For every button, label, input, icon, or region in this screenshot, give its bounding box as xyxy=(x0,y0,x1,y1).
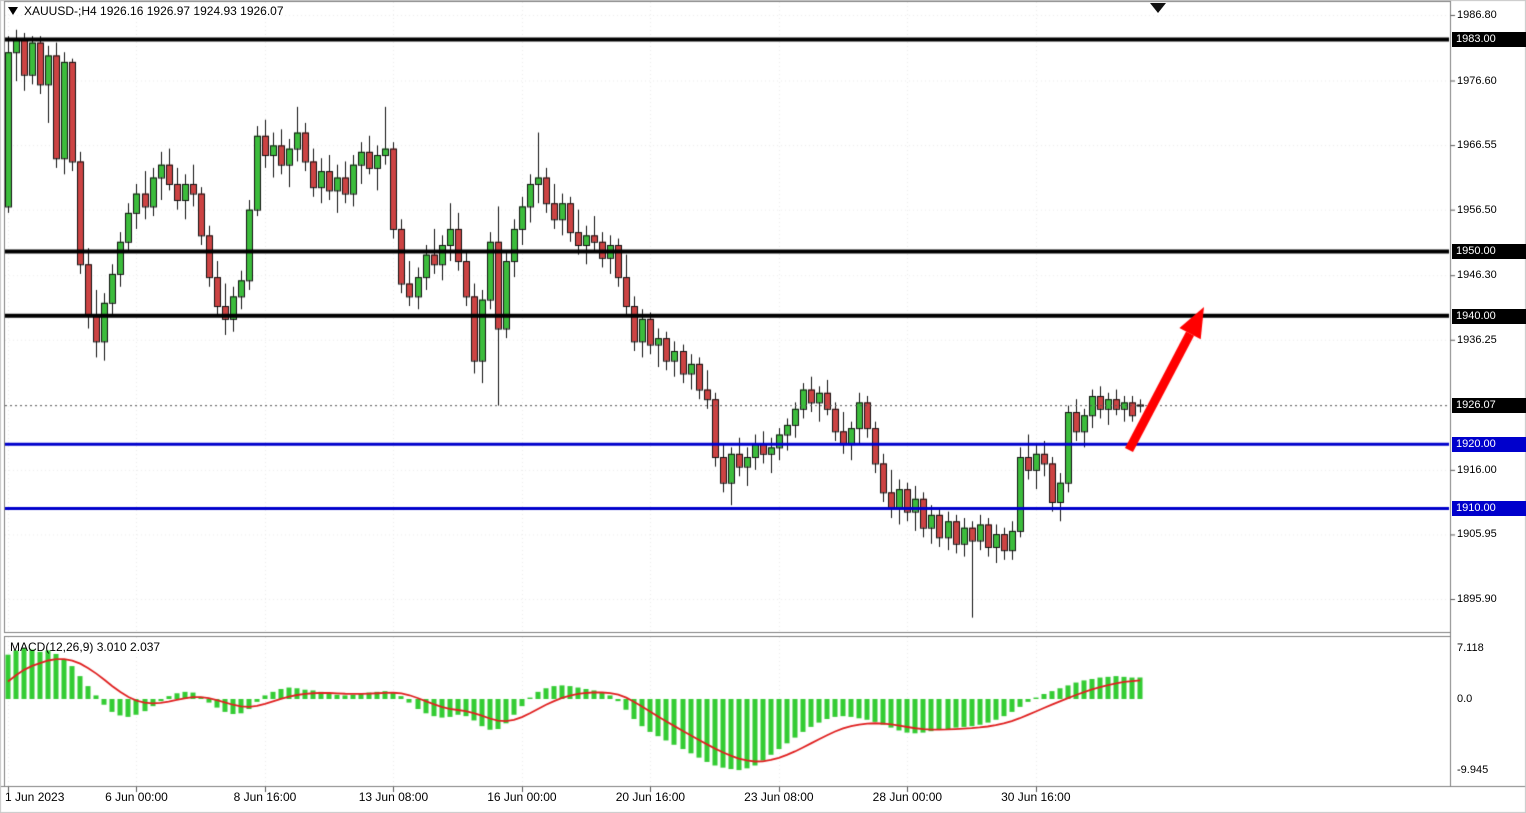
time-scale-label: 8 Jun 16:00 xyxy=(233,790,297,804)
macd-scale-tick: -9.945 xyxy=(1457,764,1489,777)
time-scale-label: 1 Jun 2023 xyxy=(5,790,65,804)
price-scale[interactable]: 1986.80 1983.00 1976.60 1966.55 1956.50 1950.… xyxy=(1451,0,1526,786)
chart-title: XAUUSD-;H4 1926.16 1926.97 1924.93 1926.… xyxy=(24,4,284,18)
time-scale-label: 20 Jun 16:00 xyxy=(615,790,686,804)
price-scale-tick: 1986.80 xyxy=(1457,8,1497,21)
time-scale-label: 30 Jun 16:00 xyxy=(1001,790,1071,804)
price-scale-tick: 1916.00 xyxy=(1457,463,1497,476)
symbol-marker-icon xyxy=(8,7,18,15)
price-scale-tick: 1956.50 xyxy=(1457,203,1497,216)
price-scale-badge: 1950.00 xyxy=(1452,244,1526,260)
price-scale-badge: 1983.00 xyxy=(1452,32,1526,48)
price-scale-tick: 1976.60 xyxy=(1457,74,1497,87)
price-scale-tick: 1895.90 xyxy=(1457,593,1497,605)
price-scale-badge: 1926.07 xyxy=(1452,398,1526,414)
price-scale-tick: 1946.30 xyxy=(1457,269,1497,282)
macd-scale-tick: 7.118 xyxy=(1457,642,1484,655)
price-scale-badge: 1940.00 xyxy=(1452,308,1526,324)
time-scale-label: 13 Jun 08:00 xyxy=(358,790,429,804)
time-scale-label: 6 Jun 00:00 xyxy=(105,790,168,804)
time-scale-label: 28 Jun 00:00 xyxy=(872,790,943,804)
price-scale-badge: 1910.00 xyxy=(1452,501,1526,517)
price-scale-tick: 1905.95 xyxy=(1457,528,1497,541)
macd-scale-tick: 0.0 xyxy=(1457,693,1473,705)
time-scale-label: 23 Jun 08:00 xyxy=(744,790,814,804)
chart-shift-marker-icon[interactable] xyxy=(1150,3,1166,13)
price-scale-tick: 1966.55 xyxy=(1457,139,1497,152)
chart-header: XAUUSD-;H4 1926.16 1926.97 1924.93 1926.… xyxy=(8,4,284,18)
macd-indicator-label: MACD(12,26,9) 3.010 2.037 xyxy=(10,640,161,654)
price-scale-badge: 1920.00 xyxy=(1452,437,1526,453)
price-scale-tick: 1936.25 xyxy=(1457,333,1497,346)
time-scale[interactable]: 1 Jun 2023 6 Jun 00:00 8 Jun 16:00 13 Jun 0… xyxy=(0,789,1526,813)
time-scale-label: 16 Jun 00:00 xyxy=(487,790,557,804)
